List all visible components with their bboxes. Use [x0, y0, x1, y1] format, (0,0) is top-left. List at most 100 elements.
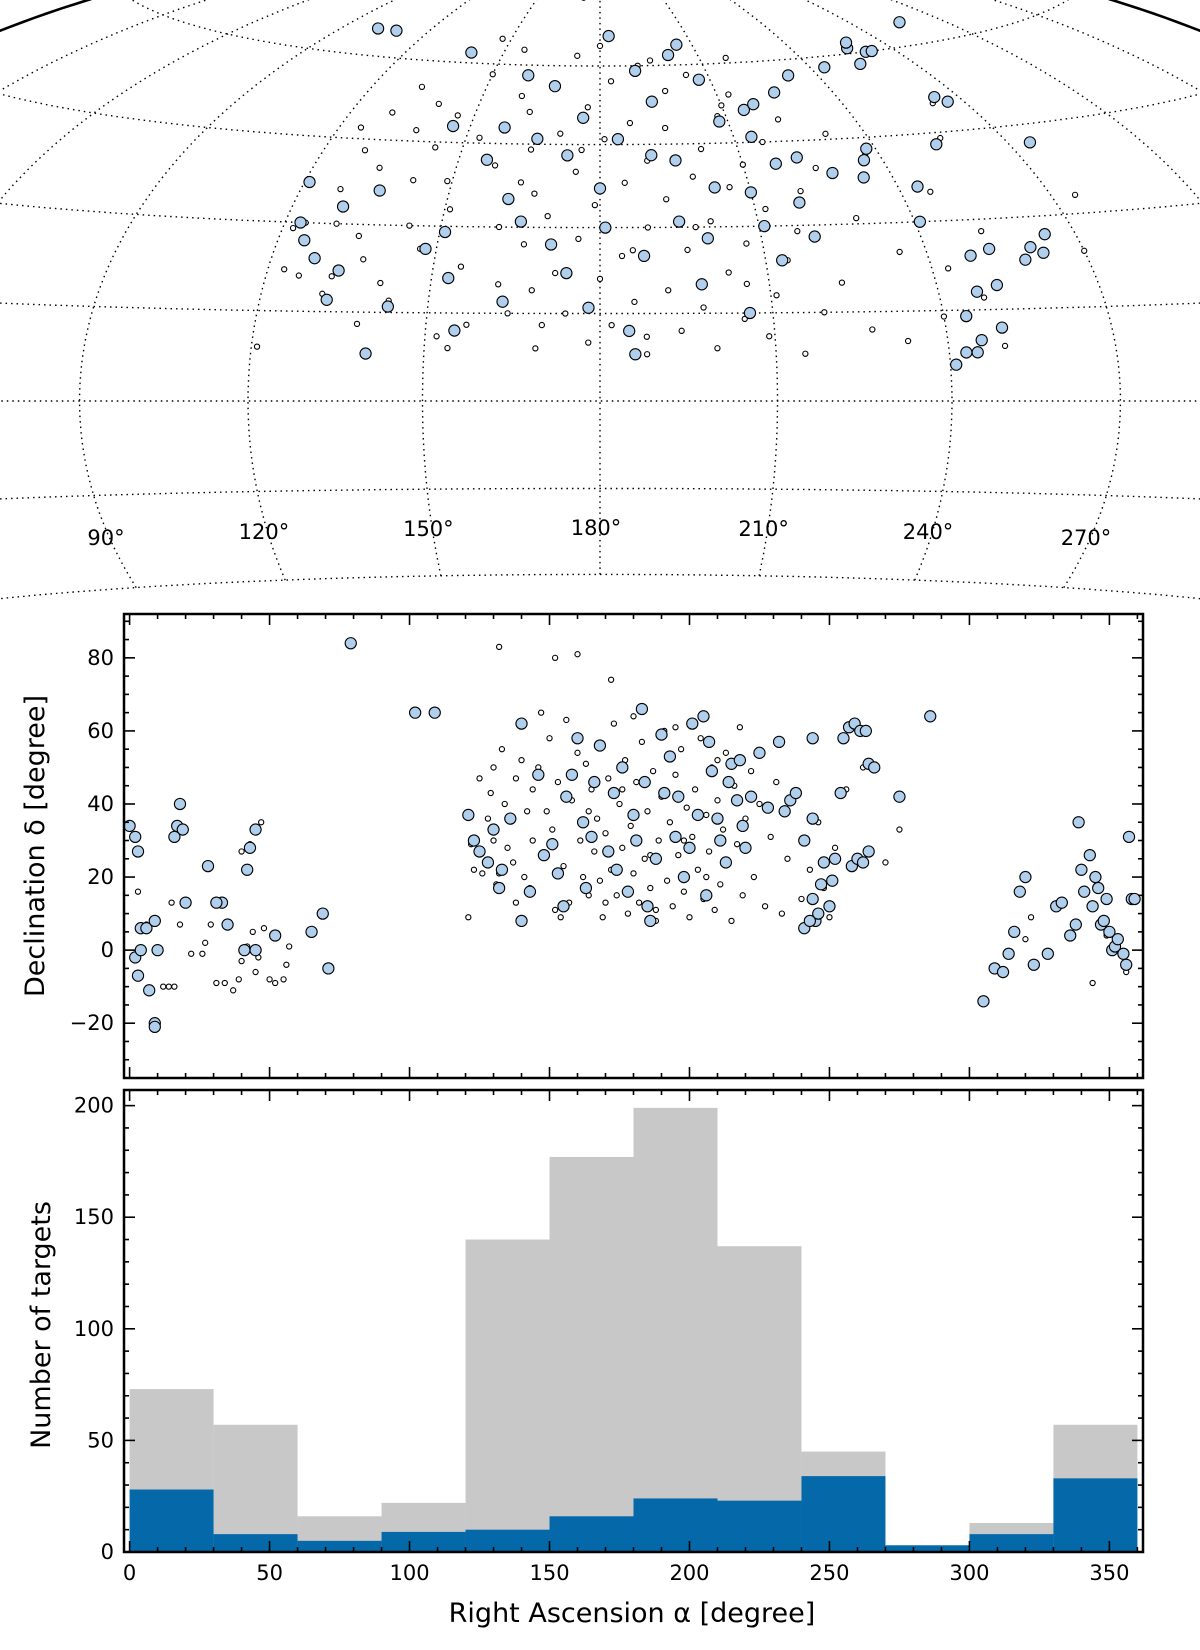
ra-dec-blue-point [616, 761, 629, 774]
sky-map-blue-point [438, 225, 452, 239]
sky-map-meridian [803, 0, 1122, 588]
sky-map-blue-point [582, 301, 595, 314]
sky-map-white-point [631, 298, 638, 306]
sky-map-white-point [1081, 247, 1088, 254]
ra-dec-white-point [238, 957, 245, 965]
ra-dec-blue-point [812, 907, 825, 920]
ra-dec-blue-point [828, 852, 842, 865]
sky-map-white-point [591, 201, 599, 209]
sky-map-blue-point [446, 119, 460, 133]
ra-dec-white-point [591, 848, 598, 855]
ra-dec-blue-point [1122, 830, 1136, 844]
ra-dec-blue-point [730, 794, 744, 807]
ra-dec-blue-point [515, 914, 528, 928]
ra-dec-blue-point [638, 775, 651, 789]
sky-map-blue-point [661, 48, 675, 62]
ra-dec-white-point [635, 899, 643, 906]
ra-dec-white-point [739, 892, 746, 899]
ra-dec-white-point [672, 724, 679, 731]
ra-dec-blue-point [1097, 914, 1110, 928]
ra-dec-blue-point [143, 984, 156, 997]
ra-dec-white-point [714, 797, 721, 804]
ra-dec-white-point [582, 760, 590, 767]
ra-dec-blue-point [241, 863, 254, 876]
sky-map-white-point [822, 130, 829, 137]
ra-dec-blue-point [593, 739, 607, 752]
ra-dec-white-point [512, 899, 520, 906]
sky-map-blue-point [645, 95, 658, 108]
sky-map-blue-point [793, 196, 806, 209]
sky-map-white-point [743, 280, 751, 288]
sky-map-white-point [665, 287, 672, 294]
sky-map-white-point [520, 241, 528, 248]
ra-dec-white-point [655, 837, 662, 844]
ra-dec-blue-point [1055, 896, 1068, 909]
ra-dec-white-point [689, 833, 696, 841]
ra-dec-blue-point [705, 764, 719, 778]
ra-dec-blue-point [686, 717, 699, 730]
ra-dec-blue-point [1120, 958, 1133, 971]
ra-dec-white-point [551, 906, 559, 914]
sky-map-white-point [432, 144, 439, 151]
histogram-blue-bar [297, 1540, 382, 1552]
sky-map-blue-point [465, 46, 478, 59]
histogram-y-tick-labels: 0 50 100 150 200 [74, 1094, 114, 1564]
ra-dec-blue-point [772, 735, 786, 749]
ra-dec-blue-point [868, 761, 881, 774]
sky-map-white-point [444, 344, 451, 352]
ra-dec-white-point [1089, 979, 1096, 987]
sky-map-blue-point [767, 86, 781, 99]
ra-dec-blue-point [630, 834, 643, 847]
ra-dec-blue-point [473, 845, 486, 858]
ra-dec-white-point [202, 939, 209, 946]
histogram-blue-bar [213, 1534, 298, 1552]
sky-map-blue-point [1038, 228, 1051, 241]
sky-map-white-point [661, 124, 669, 132]
sky-map-blue-point [599, 221, 612, 234]
histogram-blue-bar [381, 1531, 466, 1552]
ra-dec-blue-point [131, 969, 145, 982]
sky-map-white-point [531, 190, 538, 197]
ra-dec-white-point [213, 979, 220, 987]
ra-dec-white-point [677, 746, 685, 753]
ra-dec-white-point [784, 855, 791, 862]
ra-dec-white-point [826, 914, 833, 921]
ra-dec-blue-point [1111, 933, 1124, 946]
sky-map-blue-point [498, 121, 511, 134]
sky-map-white-point [626, 119, 634, 127]
ra-dec-blue-point [210, 896, 223, 909]
ra-dec-white-point [733, 841, 741, 848]
sky-map-blue-point [950, 358, 963, 371]
ra-dec-white-point [165, 983, 172, 990]
ra-dec-white-point [672, 771, 679, 778]
sky-map-parallel [0, 93, 1200, 146]
sky-map-white-point [495, 223, 503, 231]
sky-map-white-point [433, 333, 440, 340]
sky-map-blue-point [628, 64, 642, 78]
sky-map-white-point [601, 136, 608, 143]
ra-dec-white-point [518, 756, 525, 764]
ra-dec-blue-point [571, 732, 584, 745]
ra-dec-white-point [554, 778, 562, 786]
ra-dec-scatter-panel: −20 0 20 40 60 80 Declination δ [degree] [20, 612, 1145, 1080]
sky-map-white-point [678, 327, 685, 334]
sky-map-blue-point [480, 153, 494, 166]
ra-dec-blue-point [1103, 925, 1116, 939]
ra-dec-blue-point [168, 830, 181, 844]
ra-dec-white-point [599, 914, 606, 921]
ra-dec-white-point [574, 651, 581, 658]
ra-dec-y-tick-label: 20 [87, 865, 114, 889]
ra-dec-blue-point [733, 753, 747, 767]
ra-dec-white-point [521, 873, 528, 881]
ra-dec-white-point [605, 775, 612, 782]
ra-dec-blue-point [579, 881, 593, 895]
ra-dec-white-point [680, 888, 688, 895]
ra-dec-blue-point [495, 863, 509, 876]
ra-dec-blue-point [736, 819, 749, 833]
sky-map-white-point [504, 310, 511, 317]
ra-dec-y-tick-labels: −20 0 20 40 60 80 [70, 646, 114, 1035]
ra-dec-blue-point [1069, 918, 1082, 931]
sky-map-blue-point [960, 309, 973, 323]
sky-map-white-point [491, 162, 499, 169]
ra-dec-white-point [593, 815, 601, 822]
